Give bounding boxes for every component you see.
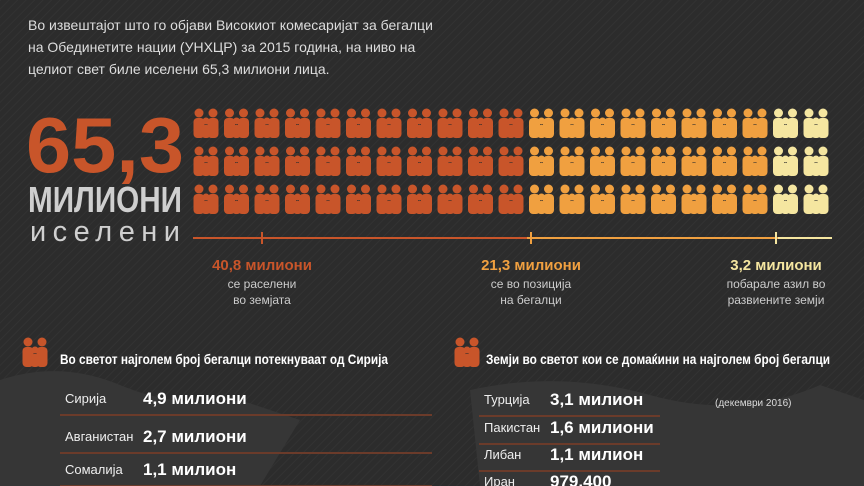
row-amount: 3,1 милион [550, 390, 643, 409]
group-description: се раселени [228, 277, 297, 291]
row-country: Либан [484, 447, 521, 462]
row-country: Иран [484, 474, 515, 486]
row-amount: 979.400 [550, 472, 611, 486]
row-amount: 1,6 милиони [550, 418, 654, 437]
row-country: Турција [484, 392, 530, 407]
row-amount: 2,7 милиони [143, 427, 247, 446]
group-labels: 40,8 милиони се раселени во земјата 21,3 ми… [212, 257, 826, 307]
hosts-section: Земји во светот кои се домаќини на најго… [454, 337, 830, 486]
group-amount: 40,8 милиони [212, 257, 312, 274]
headline-number: 65,3 [26, 101, 184, 189]
origins-section: Во светот најголем број бегалци потекнув… [22, 337, 432, 486]
intro-line: целиот свет биле иселени 65,3 милиони ли… [28, 61, 330, 77]
world-map [0, 371, 864, 486]
icon-grid [193, 108, 829, 214]
row-country: Сомалија [65, 462, 124, 477]
row-amount: 1,1 милион [143, 460, 236, 479]
section-title: Земји во светот кои се домаќини на најго… [486, 351, 830, 367]
row-amount: 4,9 милиони [143, 389, 247, 408]
headline-label: иселени [30, 216, 180, 248]
row-country: Авганистан [65, 429, 133, 444]
row-country: Пакистан [484, 420, 540, 435]
group-description: побарале азил во [727, 277, 826, 291]
group-description: во земјата [233, 293, 291, 307]
group-amount: 21,3 милиони [481, 257, 581, 274]
intro: Во извештајот што го објави Високиот ком… [28, 17, 433, 77]
intro-line: Во извештајот што го објави Високиот ком… [28, 17, 433, 33]
group-description: на бегалци [500, 293, 561, 307]
section-title: Во светот најголем број бегалци потекнув… [60, 351, 388, 367]
group-amount: 3,2 милиони [730, 257, 822, 274]
group-description: развиените земји [728, 293, 825, 307]
headline-unit: МИЛИОНИ [28, 179, 182, 220]
intro-line: на Обединетите нации (УНХЦР) за 2015 год… [28, 39, 415, 55]
row-note: (декември 2016) [715, 398, 791, 409]
row-country: Сирија [65, 391, 107, 406]
row-amount: 1,1 милион [550, 445, 643, 464]
group-description: се во позиција [491, 277, 572, 291]
axis [193, 232, 832, 244]
